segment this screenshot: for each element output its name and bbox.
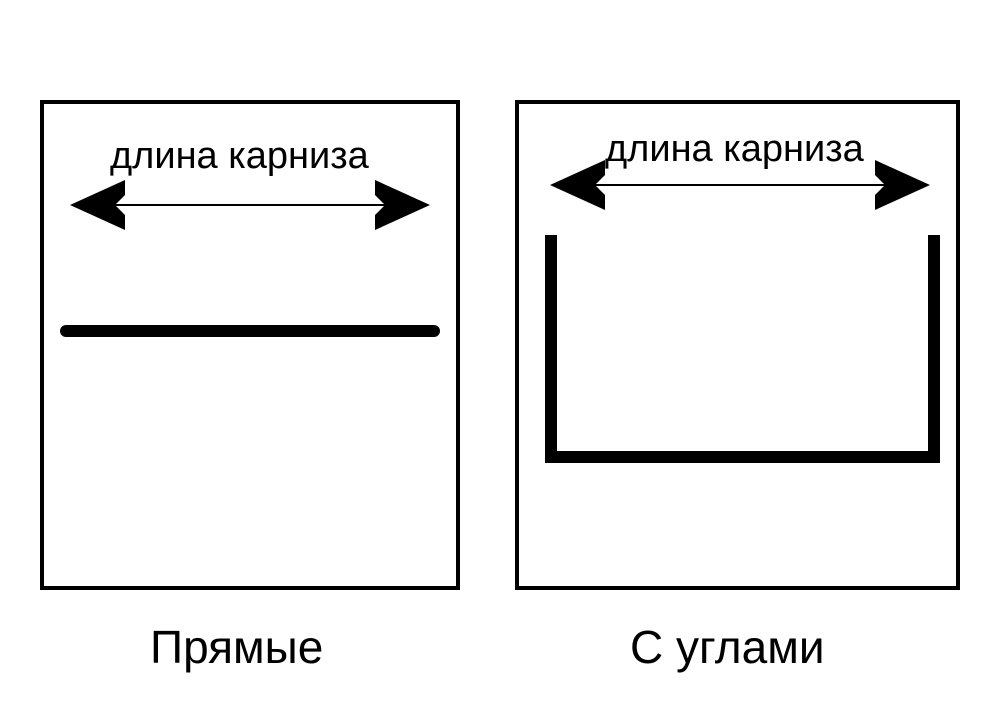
caption-straight: Прямые: [150, 620, 323, 674]
arrow-straight: [70, 175, 430, 235]
u-shape-corners: [545, 235, 940, 470]
diagram-canvas: длина карниза Прямые длина карниза С угл…: [0, 0, 1000, 718]
caption-corners: С углами: [630, 620, 825, 674]
bar-straight: [60, 324, 440, 338]
label-straight-length: длина карниза: [110, 135, 369, 178]
arrow-corners: [550, 155, 930, 215]
